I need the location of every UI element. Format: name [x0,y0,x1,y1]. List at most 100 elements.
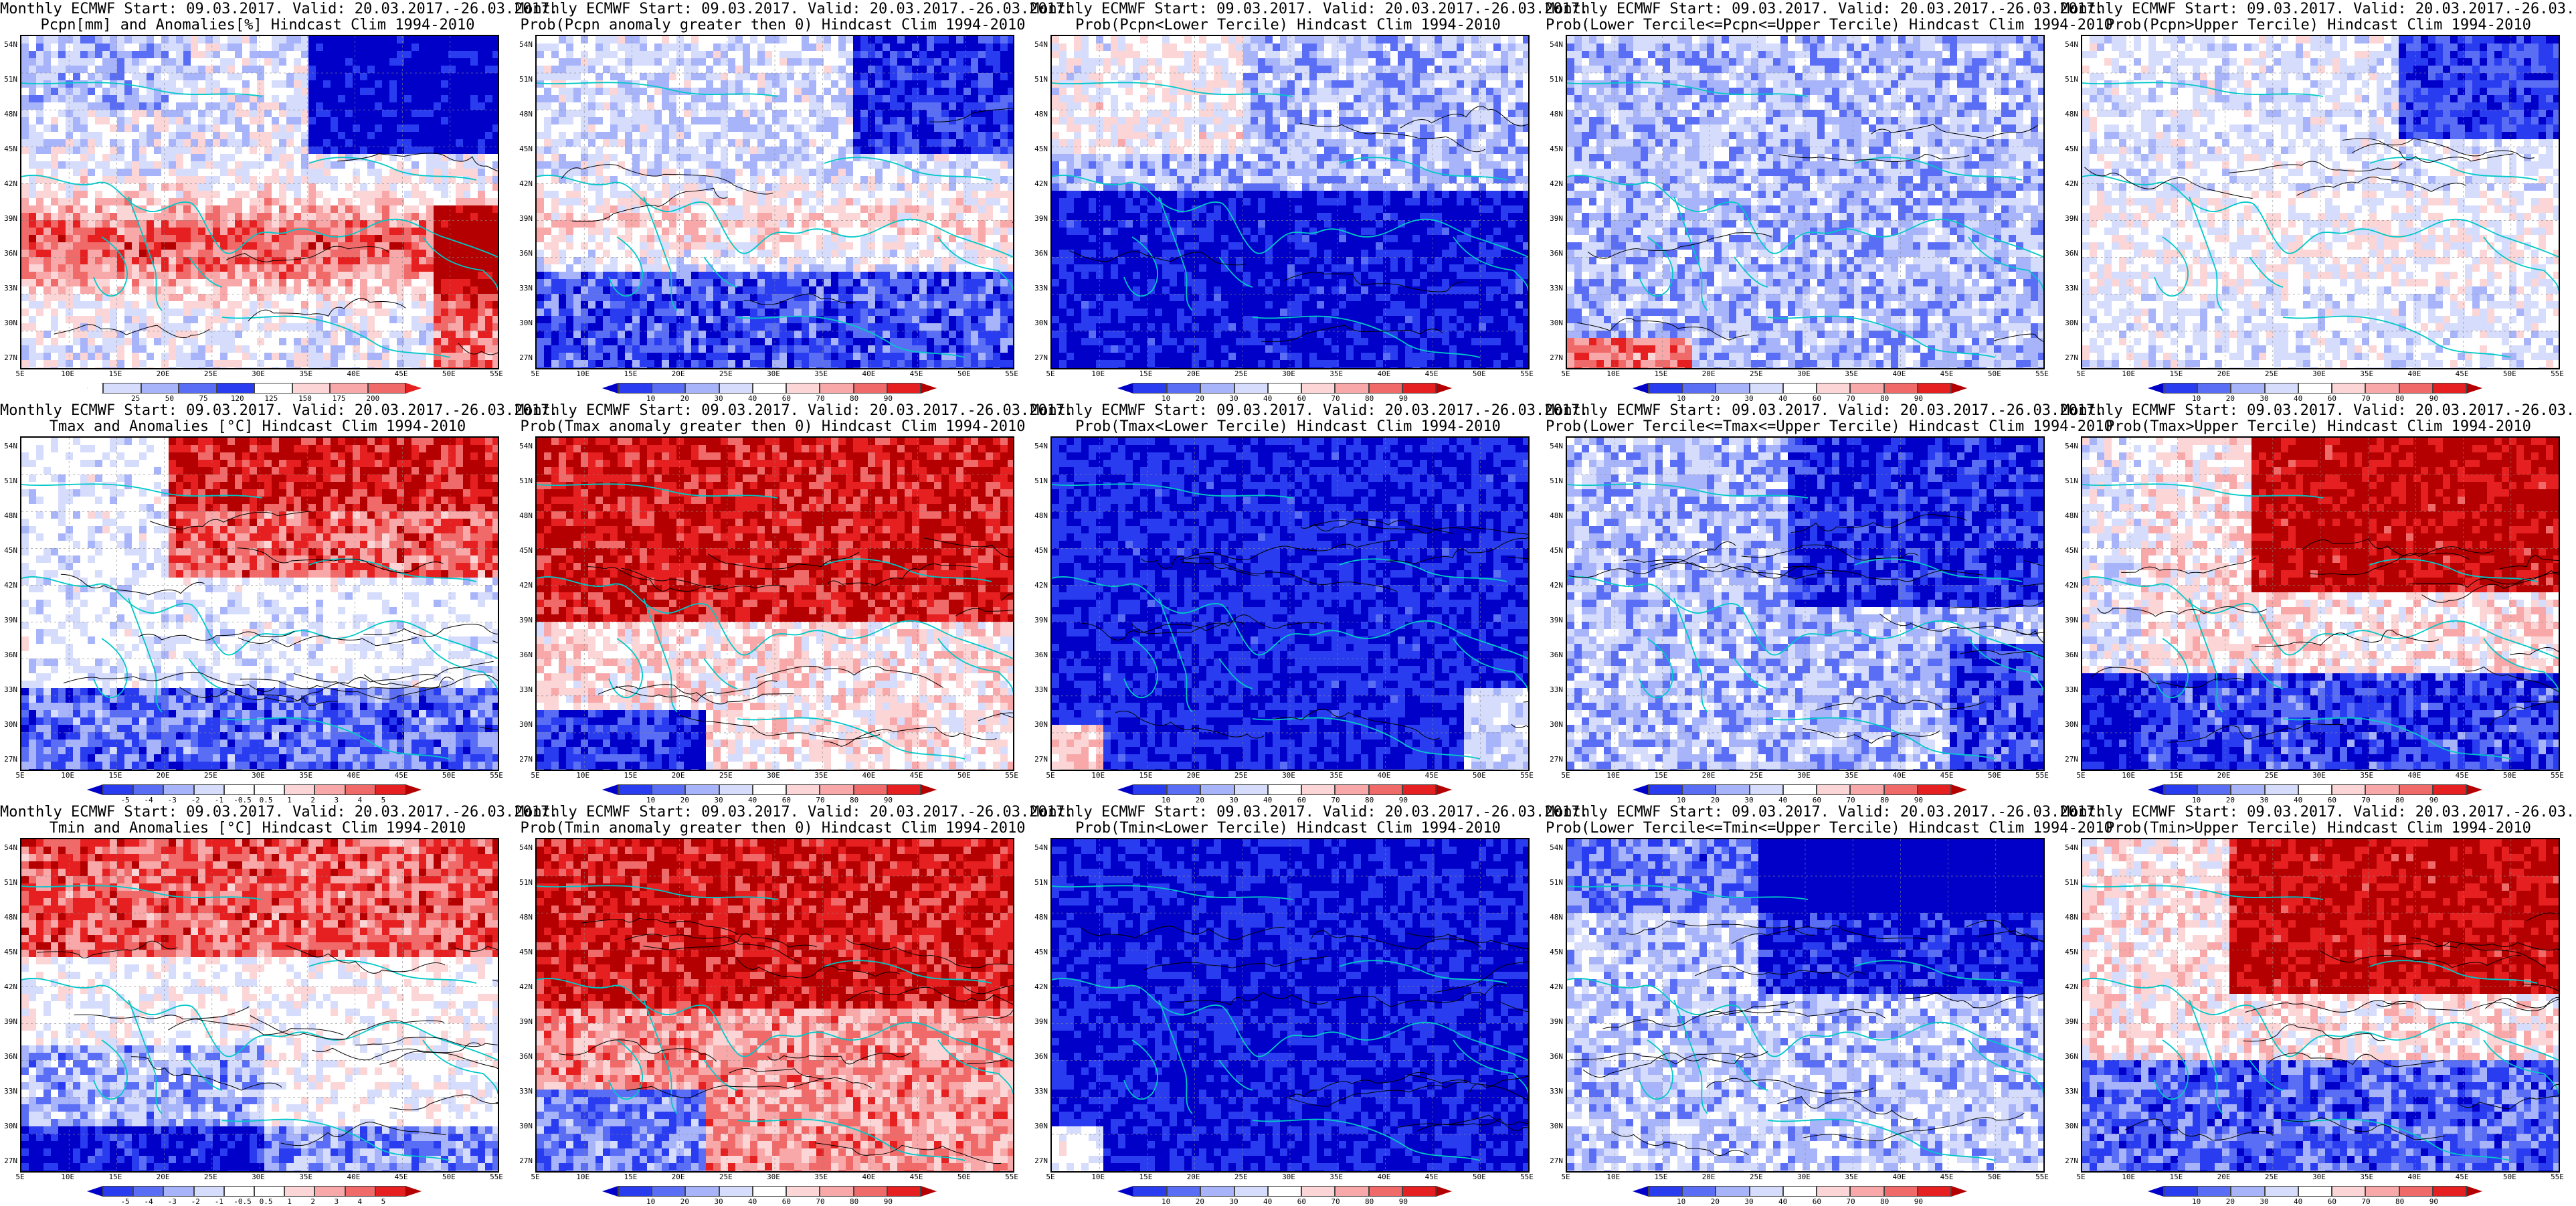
lon-label: 40E [340,369,367,378]
map-area [535,35,1014,369]
lat-label: 27N [506,1156,533,1165]
colorbar-swatch [1436,1186,1452,1197]
colorbar-swatch [887,383,921,394]
lon-label: 15E [1132,369,1159,378]
panel-title-line1: Monthly ECMWF Start: 09.03.2017. Valid: … [2061,1,2576,17]
lon-label: 50E [2496,1173,2523,1181]
lat-label: 51N [1021,477,1048,485]
lat-label: 51N [2051,477,2078,485]
colorbar-swatch [405,383,422,394]
lon-label: 55E [2029,1173,2055,1181]
lon-label: 20E [150,771,177,780]
colorbar-swatch [103,1186,133,1197]
colorbar-swatch [284,1186,314,1197]
lon-label: 10E [54,369,81,378]
lon-label: 5E [522,1173,549,1181]
lat-label: 27N [1021,755,1048,764]
colorbar-swatch [2332,784,2365,795]
lat-label: 36N [0,1052,17,1061]
lat-label: 30N [0,1122,17,1130]
lon-label: 50E [436,1173,462,1181]
lat-label: 33N [2051,685,2078,694]
colorbar [2148,383,2482,394]
colorbar-swatch [1716,383,1749,394]
colorbar-swatch [1402,383,1436,394]
lon-label: 20E [1695,1173,1722,1181]
colorbar-tick-label: 30 [2254,1197,2274,1206]
field-map [537,839,1013,1171]
map-area [1566,436,2045,771]
colorbar-swatch [854,784,887,795]
lat-label: 45N [2051,948,2078,956]
colorbar-swatch [602,784,618,795]
colorbar-swatch [163,784,193,795]
colorbar-swatch [2164,1186,2197,1197]
colorbar-swatch [602,383,618,394]
lat-label: 48N [506,511,533,520]
lat-label: 36N [506,1052,533,1061]
colorbar-swatch [820,784,853,795]
colorbar [1633,784,1967,795]
map-panel: Monthly ECMWF Start: 09.03.2017. Valid: … [0,402,515,803]
colorbar-swatch [854,1186,887,1197]
lat-label: 51N [2051,75,2078,84]
panel-title: Monthly ECMWF Start: 09.03.2017. Valid: … [0,403,515,435]
colorbar-swatch [284,784,314,795]
colorbar-swatch [1918,1186,1951,1197]
lat-label: 27N [1536,755,1563,764]
colorbar [1117,1186,1452,1197]
colorbar-swatch [2332,1186,2365,1197]
lon-label: 45E [1418,369,1445,378]
lat-label: 39N [506,1017,533,1026]
lon-label: 35E [292,1173,319,1181]
lon-label: 30E [245,1173,272,1181]
colorbar-swatch [1117,784,1133,795]
field-map [21,36,498,368]
panel-title-line1: Monthly ECMWF Start: 09.03.2017. Valid: … [1030,403,1546,419]
colorbar-swatch [2365,784,2399,795]
colorbar-swatch [2197,784,2231,795]
colorbar-swatch [405,1186,422,1197]
colorbar-swatch [719,383,753,394]
panel-title-line1: Monthly ECMWF Start: 09.03.2017. Valid: … [515,804,1030,821]
lat-label: 51N [506,878,533,887]
map-area [20,838,499,1173]
panel-title: Monthly ECMWF Start: 09.03.2017. Valid: … [1030,804,1546,837]
colorbar [2148,784,2482,795]
lat-label: 48N [1536,110,1563,118]
lon-label: 35E [1323,1173,1350,1181]
lon-label: 15E [617,369,644,378]
panel-title-line2: Prob(Pcpn<Lower Tercile) Hindcast Clim 1… [1030,17,1546,33]
colorbar-swatch [217,383,255,394]
lon-label: 55E [2544,771,2571,780]
lon-label: 50E [436,771,462,780]
lon-label: 15E [1132,771,1159,780]
panel-title: Monthly ECMWF Start: 09.03.2017. Valid: … [2061,1,2576,33]
lon-label: 40E [1370,1173,1397,1181]
lat-label: 33N [1021,1087,1048,1096]
lat-label: 45N [0,145,17,153]
lon-label: 45E [388,771,415,780]
colorbar-swatch [2298,1186,2332,1197]
colorbar-tick-label: 4 [350,1197,370,1206]
lon-label: 5E [1037,369,1064,378]
lat-label: 30N [1021,319,1048,327]
colorbar-swatch [1918,784,1951,795]
lat-label: 39N [1021,616,1048,624]
map-area [20,436,499,771]
colorbar-swatch [2164,784,2197,795]
lat-label: 33N [506,685,533,694]
lon-label: 5E [1037,771,1064,780]
colorbar-swatch [179,383,217,394]
lat-label: 27N [1021,353,1048,362]
lat-label: 42N [2051,581,2078,590]
colorbar-swatch [2433,784,2466,795]
colorbar-swatch [1750,383,1783,394]
panel-title: Monthly ECMWF Start: 09.03.2017. Valid: … [515,804,1030,837]
panel-title-line1: Monthly ECMWF Start: 09.03.2017. Valid: … [2061,403,2576,419]
lat-label: 48N [0,511,17,520]
lat-label: 33N [1536,1087,1563,1096]
lon-label: 20E [1180,771,1207,780]
lon-label: 40E [2401,771,2427,780]
lat-label: 39N [0,1017,17,1026]
